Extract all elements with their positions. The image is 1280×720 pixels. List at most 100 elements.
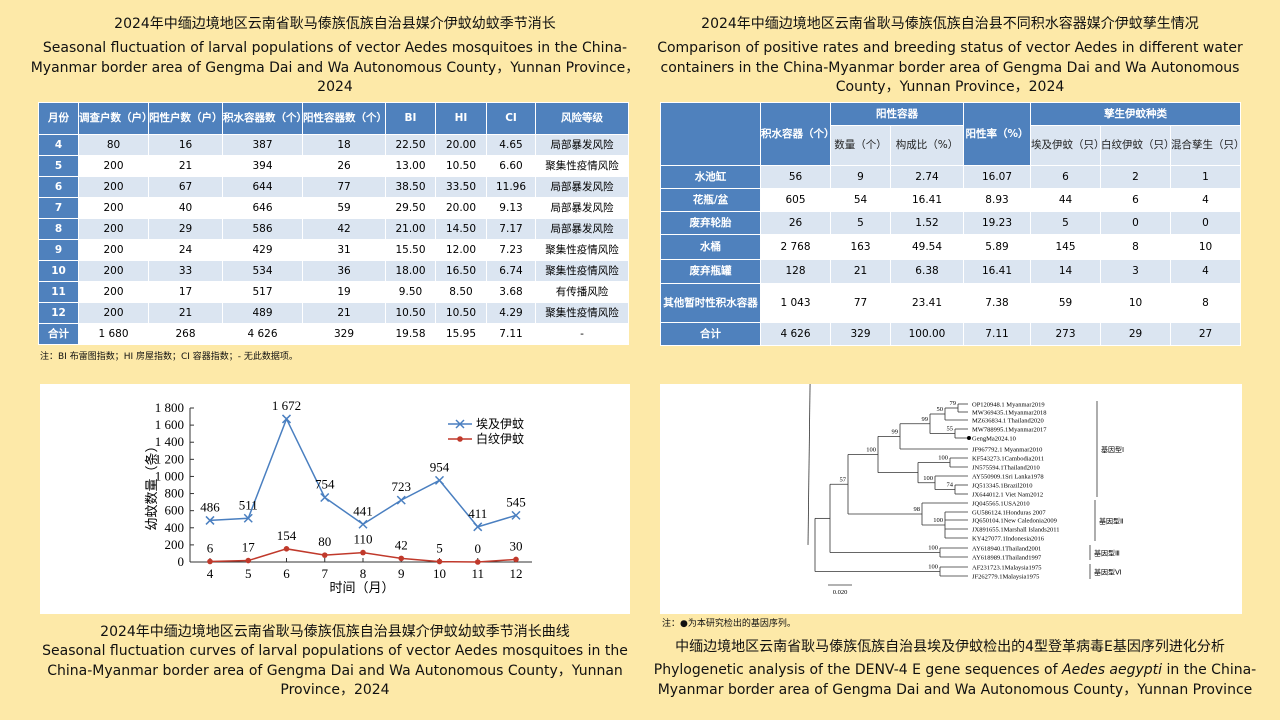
marker <box>245 557 252 564</box>
phylogenetic-tree: 79 50 55 99 99 100 74 100 100 100 98 57 100 100 OP1209… <box>660 384 1242 614</box>
table-cell: 4 <box>1169 259 1242 284</box>
table-cell: 33 <box>148 260 223 282</box>
header-cell: 混合孳生（只） <box>1169 125 1245 166</box>
header-cell: 孳生伊蚊种类 <box>1029 102 1242 126</box>
table-cell: 21 <box>148 302 223 324</box>
table-cell: 128 <box>760 259 831 284</box>
table-cell: 56 <box>760 165 831 189</box>
study-sequence-dot <box>967 436 971 440</box>
table-cell: 54 <box>830 188 891 212</box>
table-row: 8 200 29 586 42 21.00 14.50 7.17 局部暴发风险 <box>38 218 629 240</box>
table-cell: 19.58 <box>385 323 436 345</box>
marker <box>474 559 481 565</box>
y-tick-label: 400 <box>165 520 185 535</box>
table-row: 合计 4 626 329 100.00 7.11 273 29 27 <box>660 322 1242 346</box>
tree-root <box>807 384 811 545</box>
bootstrap-label: 99 <box>892 428 899 435</box>
table-row: 废弃轮胎 26 5 1.52 19.23 5 0 0 <box>660 211 1242 235</box>
table-cell: 17 <box>148 281 223 303</box>
table-cell: 3.68 <box>486 281 536 303</box>
table-cell: 16.41 <box>963 259 1031 284</box>
table-cell: 9.13 <box>486 197 536 219</box>
header-cell: HI <box>435 102 487 135</box>
table-cell: 5 <box>1030 211 1101 235</box>
bootstrap-label: 55 <box>947 426 954 433</box>
marker <box>398 555 405 562</box>
bootstrap-label: 98 <box>914 506 921 513</box>
table-cell: 8 <box>1100 234 1171 260</box>
table-cell: 6.60 <box>486 155 536 177</box>
table-cell: 12.00 <box>435 239 487 261</box>
tree-note: 注：●为本研究检出的基因序列。 <box>662 619 796 629</box>
data-label: 723 <box>392 479 412 494</box>
header-cell: 积水容器数（个） <box>222 102 307 135</box>
genotype-label: 基因型Ⅵ <box>1094 568 1121 577</box>
table-cell: 5.89 <box>963 234 1031 260</box>
table-row: 9 200 24 429 31 15.50 12.00 7.23 聚集性疫情风险 <box>38 239 629 261</box>
table-cell: 100.00 <box>890 322 964 346</box>
leaf-label: JF262779.1Malaysia1975 <box>972 574 1039 581</box>
table-cell: 40 <box>148 197 223 219</box>
table-cell: 9.50 <box>385 281 436 303</box>
bootstrap-label: 100 <box>923 475 933 482</box>
table-cell: 15.95 <box>435 323 487 345</box>
table-cell: 8.50 <box>435 281 487 303</box>
leaf-label: JF967792.1 Myanmar2010 <box>972 447 1042 454</box>
leaf-label: OP120948.1 Myanmar2019 <box>972 402 1045 409</box>
data-label: 17 <box>242 540 256 555</box>
table-row: 6 200 67 644 77 38.50 33.50 11.96 局部暴发风险 <box>38 176 629 198</box>
table-cell: 9 <box>38 239 79 261</box>
bootstrap-label: 100 <box>928 545 938 552</box>
data-label: 411 <box>468 506 487 521</box>
marker <box>283 546 290 552</box>
marker <box>455 419 465 429</box>
table-row: 5 200 21 394 26 13.00 10.50 6.60 聚集性疫情风险 <box>38 155 629 177</box>
table-cell: 18.00 <box>385 260 436 282</box>
table-cell: 20.00 <box>435 134 487 156</box>
header-cell <box>660 102 761 166</box>
leaf-label: AY550909.1Sri Lanka1978 <box>972 474 1044 481</box>
data-label: 754 <box>315 476 335 491</box>
table-row: 水池缸 56 9 2.74 16.07 6 2 1 <box>660 165 1242 189</box>
table1-title-zh: 2024年中缅边境地区云南省耿马傣族佤族自治县媒介伊蚊幼蚊季节消长 <box>114 16 556 32</box>
y-tick-label: 1 400 <box>155 434 184 449</box>
x-tick-label: 5 <box>245 566 252 581</box>
table-row: 10 200 33 534 36 18.00 16.50 6.74 聚集性疫情风险 <box>38 260 629 282</box>
x-tick-label: 6 <box>283 566 290 581</box>
table-cell: 5 <box>830 211 891 235</box>
table-cell: 聚集性疫情风险 <box>535 260 629 282</box>
marker <box>205 515 215 525</box>
table-cell: 67 <box>148 176 223 198</box>
bootstrap-label: 100 <box>866 447 876 454</box>
table-cell: 6 <box>1100 188 1171 212</box>
marker <box>511 510 521 520</box>
x-tick-label: 4 <box>207 566 214 581</box>
table-cell: 聚集性疫情风险 <box>535 155 629 177</box>
table2-title-zh: 2024年中缅边境地区云南省耿马傣族佤族自治县不同积水容器媒介伊蚊孳生情况 <box>701 16 1199 32</box>
table-cell: 16.07 <box>963 165 1031 189</box>
table-cell: 21.00 <box>385 218 436 240</box>
table-cell: 0 <box>1169 211 1242 235</box>
leaf-label: JQ650104.1New Caledonia2009 <box>972 518 1057 525</box>
table-cell: 8.93 <box>963 188 1031 212</box>
table-cell: 200 <box>78 302 149 324</box>
table-cell: 废弃瓶罐 <box>660 259 761 284</box>
x-tick-label: 12 <box>510 566 523 581</box>
legend-label: 埃及伊蚊 <box>476 416 524 431</box>
table-cell: 14.50 <box>435 218 487 240</box>
table-cell: 31 <box>302 239 386 261</box>
marker <box>434 475 445 485</box>
marker <box>473 522 483 532</box>
table-cell: 3 <box>1100 259 1171 284</box>
genotype-label: 基因型Ⅲ <box>1094 549 1120 558</box>
leaf-label: JQ045565.1USA2010 <box>972 501 1030 508</box>
bootstrap-label: 79 <box>950 400 957 407</box>
table-row: 废弃瓶罐 128 21 6.38 16.41 14 3 4 <box>660 259 1242 284</box>
marker <box>320 492 330 503</box>
table-cell: 4 626 <box>222 323 303 345</box>
table-cell: 19 <box>302 281 386 303</box>
table-cell: 200 <box>78 260 149 282</box>
table-cell: 其他暂时性积水容器 <box>660 283 761 323</box>
caption-part: Phylogenetic analysis of the DENV-4 E ge… <box>653 662 1062 678</box>
